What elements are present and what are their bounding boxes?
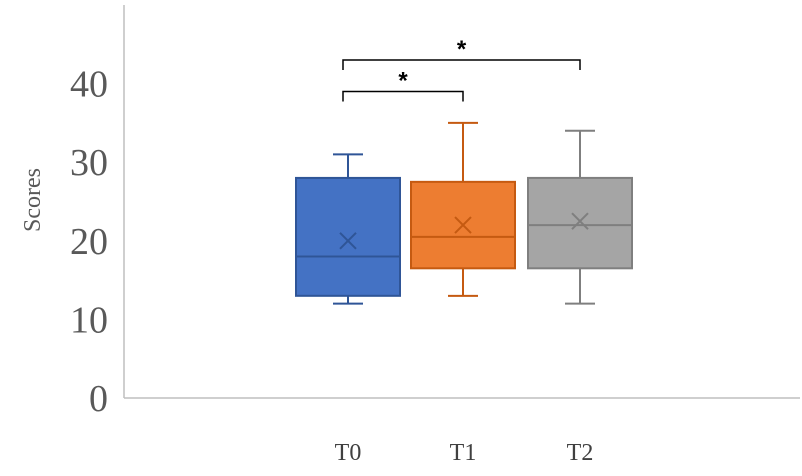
box-T1 — [410, 121, 516, 297]
significance-brackets: ** — [342, 36, 581, 102]
x-category-label: T1 — [450, 440, 477, 466]
axes — [123, 5, 800, 399]
significance-label: * — [398, 67, 408, 94]
y-tick-label: 20 — [70, 221, 108, 263]
y-tick-label: 30 — [70, 142, 108, 184]
significance-bracket: * — [342, 36, 581, 71]
box-series — [295, 121, 633, 305]
box-iqr — [295, 176, 401, 297]
box-T2 — [527, 129, 633, 305]
y-axis-title: Scores — [20, 168, 46, 232]
significance-label: * — [457, 36, 467, 63]
mean-marker — [454, 216, 472, 234]
x-category-label: T0 — [335, 440, 362, 466]
y-tick-label: 40 — [70, 64, 108, 106]
box-iqr — [527, 176, 633, 270]
y-tick-labels: 0 10 20 30 40 — [70, 64, 108, 420]
x-category-label: T2 — [567, 440, 594, 466]
significance-bracket: * — [342, 67, 464, 102]
y-tick-label: 10 — [70, 299, 108, 341]
mean-marker — [339, 232, 357, 250]
bracket-line — [342, 90, 464, 102]
bracket-line — [342, 59, 581, 71]
box-T0 — [295, 153, 401, 305]
mean-marker — [571, 212, 589, 230]
x-category-labels: T0 T1 T2 — [335, 440, 594, 466]
y-tick-label: 0 — [89, 378, 108, 420]
